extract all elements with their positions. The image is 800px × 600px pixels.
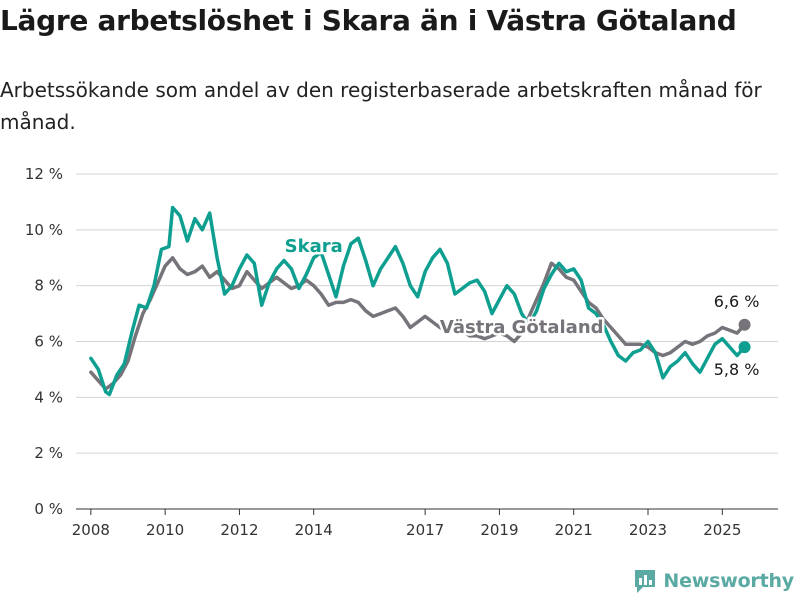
y-tick-label: 12 % — [25, 165, 63, 183]
label-layer: 6,6 % 5,8 % Skara Västra Götaland — [282, 234, 760, 379]
end-value-label: 5,8 % — [714, 360, 760, 379]
brand-name: Newsworthy — [663, 570, 794, 592]
chart-title: Lägre arbetslöshet i Skara än i Västra G… — [0, 4, 737, 37]
x-tick-label: 2021 — [555, 521, 593, 539]
y-tick-label: 6 % — [34, 333, 63, 351]
x-tick-label: 2010 — [146, 521, 184, 539]
y-axis: 0 % 2 % 4 % 6 % 8 % 10 % 12 % — [25, 165, 63, 518]
x-tick-label: 2012 — [220, 521, 258, 539]
x-tick-label: 2008 — [72, 521, 110, 539]
x-axis: 2008 2010 2012 2014 2017 2019 2021 2023 2025 — [72, 509, 741, 539]
gridlines — [76, 173, 778, 510]
x-tick-label: 2017 — [406, 521, 444, 539]
series-line-skara — [89, 205, 747, 397]
x-tick-label: 2019 — [480, 521, 518, 539]
y-tick-label: 4 % — [34, 388, 63, 406]
x-tick-label: 2025 — [703, 521, 741, 539]
x-tick-label: 2023 — [629, 521, 667, 539]
series-line-v-stra-g-taland — [89, 256, 747, 391]
y-tick-label: 8 % — [34, 277, 63, 295]
newsworthy-logo-icon — [635, 570, 656, 593]
end-value-label: 6,6 % — [714, 292, 760, 311]
end-point-marker — [738, 341, 751, 354]
brand-footer: Newsworthy — [633, 568, 794, 594]
x-tick-label: 2014 — [295, 521, 333, 539]
series-label: Skara — [285, 236, 343, 257]
y-tick-label: 2 % — [34, 444, 63, 462]
series-layer — [89, 205, 751, 397]
y-tick-label: 10 % — [25, 221, 63, 239]
y-tick-label: 0 % — [34, 500, 63, 518]
end-point-marker — [738, 318, 751, 331]
chart-subtitle: Arbetssökande som andel av den registerb… — [0, 78, 762, 134]
series-label: Västra Götaland — [440, 317, 604, 338]
